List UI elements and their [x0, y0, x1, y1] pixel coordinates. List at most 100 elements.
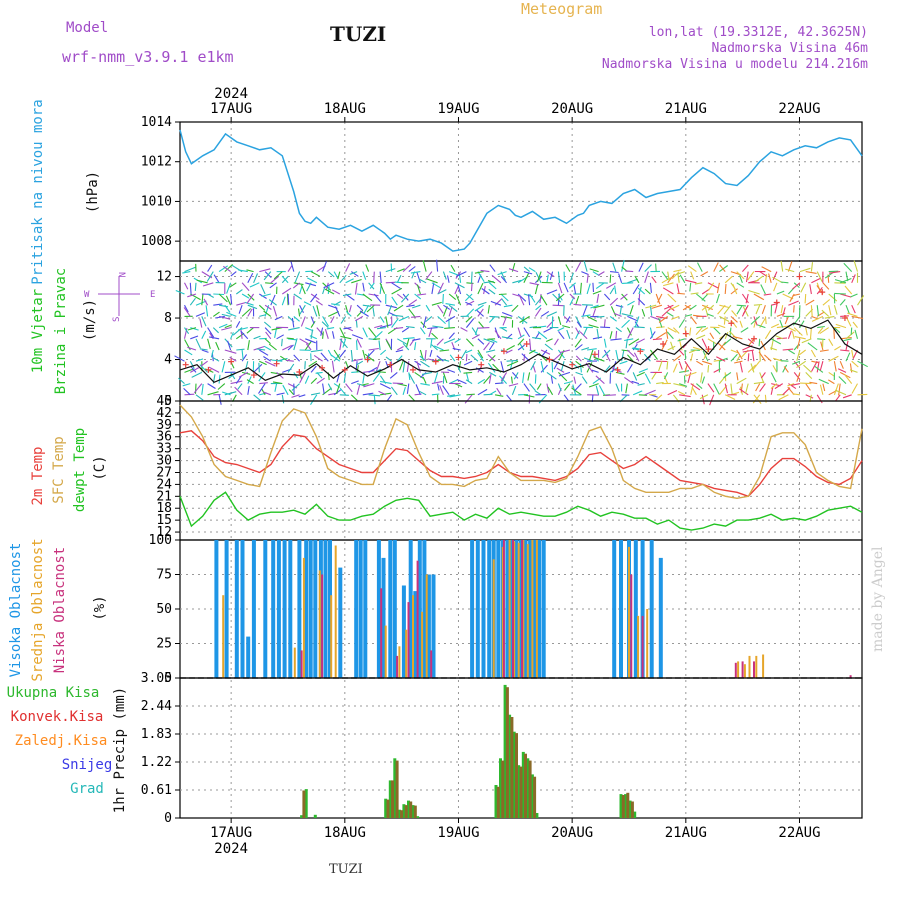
wind-barb: [495, 382, 504, 385]
wind-barb: [272, 381, 283, 385]
wind-barb: [235, 375, 242, 384]
wind-barb: [719, 315, 730, 322]
high-cloud-bar: [328, 540, 332, 678]
wind-barb: [676, 283, 680, 295]
wind-barb: [444, 327, 455, 329]
wind-barb: [183, 388, 191, 396]
wind-barb: [447, 369, 456, 373]
wind-barb: [465, 349, 473, 354]
wind-barb: [293, 293, 303, 300]
wind-barb: [403, 337, 415, 340]
high-cloud-bar: [363, 540, 368, 678]
wind-barb: [372, 307, 375, 317]
wind-barb: [378, 340, 381, 351]
wind-barb: [528, 267, 536, 273]
wind-barb: [701, 304, 709, 311]
wind-barb: [736, 304, 747, 307]
wind-barb: [431, 282, 435, 295]
low-cloud-bar: [380, 588, 383, 678]
wind-barb: [839, 360, 844, 369]
wind-barb: [174, 355, 185, 362]
mid-cloud-bar: [531, 540, 534, 678]
wind-barb: [662, 287, 674, 295]
wind-barb: [576, 321, 582, 328]
wind-barb: [259, 314, 267, 317]
wind-barb: [538, 352, 548, 362]
wind-barb: [724, 394, 736, 400]
wind-barb: [395, 349, 404, 353]
wind-barb: [483, 338, 495, 344]
precip-convective-bar: [528, 760, 532, 818]
cloud-tick-label: 0: [164, 671, 172, 686]
wind-barb: [606, 354, 611, 362]
precip-total-bar: [416, 816, 420, 818]
wind-barb: [707, 383, 715, 393]
wind-barb: [689, 304, 697, 311]
high-cloud-bar: [282, 540, 287, 678]
wind-barb: [448, 332, 455, 340]
wind-barb: [478, 321, 485, 328]
pressure-panel-frame: [179, 121, 863, 262]
wind-barb: [678, 319, 685, 328]
wind-barb: [501, 298, 508, 306]
low-cloud-bar: [734, 662, 737, 678]
wind-barb: [579, 363, 582, 373]
wind-barb: [201, 316, 207, 327]
wind-barb: [286, 293, 289, 306]
precip-total-bar: [503, 684, 507, 818]
precip-convective-bar: [630, 801, 634, 818]
wind-barb: [817, 327, 824, 334]
wind-barb: [422, 316, 427, 328]
wind-barb: [356, 383, 367, 387]
wind-barb: [207, 383, 216, 389]
low-cloud-bar: [416, 560, 419, 678]
wind-barb: [758, 338, 761, 347]
wind-barb: [828, 305, 832, 316]
wind-barb: [402, 361, 406, 373]
wind-tick-label: 12: [156, 270, 172, 285]
wind-barb: [511, 372, 519, 379]
wind-barb: [310, 392, 321, 396]
wind-barb: [575, 295, 580, 306]
wind-barb: [666, 311, 674, 317]
coordinates: lon,lat (19.3312E, 42.3625N): [648, 25, 868, 40]
mid-cloud-axis-title: Srednja Oblacnost: [30, 538, 46, 681]
wind-gust-marker: [341, 366, 348, 373]
precip-total-bar: [628, 800, 632, 818]
wind-barb: [189, 297, 196, 306]
wind-barb: [575, 371, 583, 376]
wind-barb: [221, 313, 231, 317]
wind-barb: [241, 293, 250, 299]
wind-barb: [835, 394, 841, 402]
precip-axis-title: 1hr Precip (mm): [112, 687, 128, 813]
wind-barb: [487, 305, 490, 314]
wind-barb: [222, 391, 231, 396]
wind-barb: [534, 374, 537, 384]
wind-barb: [356, 310, 364, 317]
wind-barb: [842, 394, 852, 399]
wind-barb: [534, 296, 543, 306]
wind-barb: [635, 338, 645, 344]
wind-barb: [202, 282, 214, 287]
wind-barb: [506, 359, 518, 362]
temperature-line-2: [179, 491, 863, 531]
wind-barb: [218, 374, 221, 384]
wind-unit-label: (m/s): [82, 299, 98, 341]
wind-barb: [838, 383, 841, 396]
model-label: Model: [66, 20, 109, 36]
wind-barb: [247, 386, 250, 395]
wind-barb: [425, 271, 433, 281]
wind-barb: [190, 327, 199, 331]
wind-barb: [701, 394, 705, 405]
wind-barb: [634, 316, 640, 328]
wind-barb: [816, 286, 823, 295]
wind-barb: [523, 272, 530, 284]
wind-barb: [474, 327, 479, 335]
wind-barb: [368, 327, 377, 338]
wind-barb: [465, 315, 473, 323]
wind-barb: [518, 294, 525, 306]
wind-barb: [707, 304, 715, 311]
wind-barb: [397, 383, 407, 387]
wind-barb: [281, 275, 289, 284]
